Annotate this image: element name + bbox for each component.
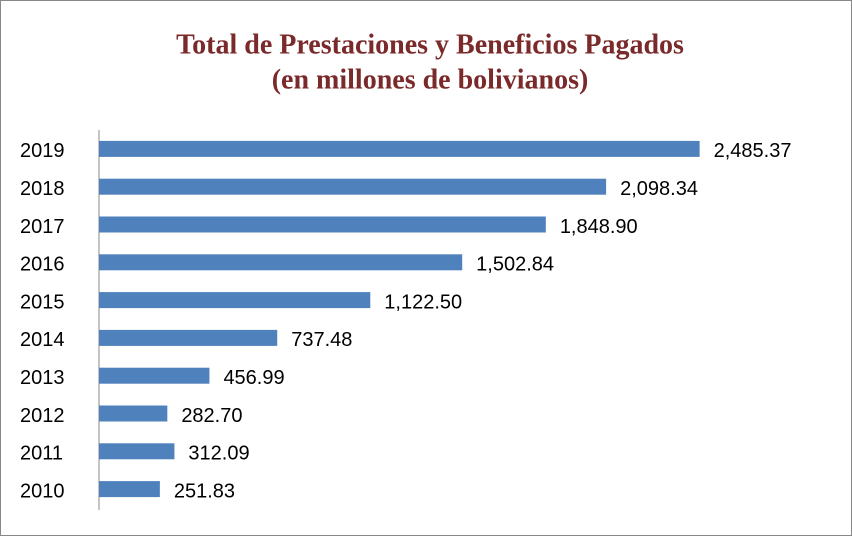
value-label: 251.83 (174, 480, 235, 502)
bar (99, 481, 160, 498)
value-label: 1,502.84 (476, 254, 554, 276)
value-label: 1,122.50 (384, 291, 462, 313)
bar (99, 216, 546, 233)
bar (99, 405, 168, 422)
value-label: 456.99 (223, 367, 284, 389)
y-tick-label: 2015 (20, 291, 65, 313)
y-tick-label: 2017 (20, 216, 65, 238)
bar (99, 367, 210, 384)
bar (99, 140, 700, 157)
bar (99, 329, 278, 346)
y-tick-label: 2010 (20, 480, 65, 502)
y-tick-label: 2013 (20, 367, 65, 389)
chart-title: Total de Prestaciones y Beneficios Pagad… (176, 29, 684, 60)
y-tick-label: 2012 (20, 405, 65, 427)
y-tick-label: 2016 (20, 254, 65, 276)
y-tick-label: 2018 (20, 178, 65, 200)
value-label: 737.48 (291, 329, 352, 351)
value-label: 312.09 (188, 443, 249, 465)
chart-title: (en millones de bolivianos) (272, 64, 589, 95)
y-tick-label: 2014 (20, 329, 65, 351)
y-tick-label: 2011 (20, 443, 63, 465)
value-label: 2,485.37 (714, 140, 792, 162)
bar (99, 443, 175, 460)
bar (99, 178, 607, 195)
value-label: 2,098.34 (620, 178, 698, 200)
value-label: 282.70 (181, 405, 242, 427)
y-tick-label: 2019 (20, 140, 65, 162)
bar (99, 254, 463, 271)
bar (99, 292, 371, 309)
value-label: 1,848.90 (560, 216, 638, 238)
